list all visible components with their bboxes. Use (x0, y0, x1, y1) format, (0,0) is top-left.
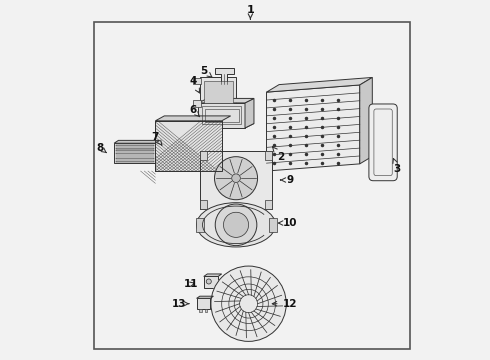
Polygon shape (204, 274, 221, 276)
Polygon shape (198, 98, 254, 103)
Circle shape (215, 157, 258, 200)
Bar (155, 121, 221, 171)
Bar (265, 151, 272, 160)
Bar (269, 218, 277, 232)
Bar (155, 121, 221, 171)
Polygon shape (155, 116, 231, 121)
Text: 10: 10 (278, 218, 297, 228)
Ellipse shape (196, 203, 275, 247)
Text: 11: 11 (184, 279, 198, 289)
Circle shape (206, 279, 211, 284)
Bar (265, 200, 272, 209)
Text: 1: 1 (246, 5, 254, 15)
Bar (114, 143, 155, 163)
Bar (202, 107, 242, 125)
Polygon shape (200, 77, 236, 107)
Text: 6: 6 (189, 105, 199, 117)
Bar (205, 109, 239, 122)
Polygon shape (215, 68, 234, 84)
Bar (116, 158, 153, 159)
FancyBboxPatch shape (369, 104, 397, 181)
Bar (196, 298, 210, 309)
Bar (95, 22, 410, 348)
Circle shape (232, 174, 240, 183)
Polygon shape (267, 77, 372, 92)
Text: 9: 9 (281, 175, 294, 185)
Circle shape (215, 204, 257, 246)
Polygon shape (114, 140, 160, 143)
Bar (116, 148, 153, 149)
Bar (205, 309, 207, 312)
Polygon shape (196, 296, 214, 298)
Polygon shape (360, 77, 372, 164)
Circle shape (223, 212, 248, 237)
Text: 7: 7 (152, 132, 162, 145)
Polygon shape (267, 85, 360, 171)
Circle shape (211, 266, 286, 341)
Bar (200, 200, 207, 209)
Text: 13: 13 (172, 299, 189, 309)
Bar (116, 161, 153, 162)
Polygon shape (204, 81, 233, 103)
Text: 4: 4 (189, 76, 199, 93)
Polygon shape (198, 103, 245, 128)
Bar (116, 150, 153, 151)
Bar (193, 78, 201, 84)
Bar (116, 153, 153, 154)
Text: 5: 5 (200, 66, 212, 77)
Text: 12: 12 (272, 299, 297, 309)
Bar (193, 100, 201, 107)
Text: 8: 8 (96, 143, 106, 153)
Polygon shape (198, 123, 254, 128)
Text: 2: 2 (272, 147, 285, 162)
Bar (200, 151, 207, 160)
Bar (116, 145, 153, 146)
Bar (200, 151, 272, 209)
Bar (199, 309, 201, 312)
Bar (196, 218, 204, 232)
Bar (204, 276, 218, 288)
Polygon shape (245, 98, 254, 128)
Text: 3: 3 (393, 158, 401, 174)
